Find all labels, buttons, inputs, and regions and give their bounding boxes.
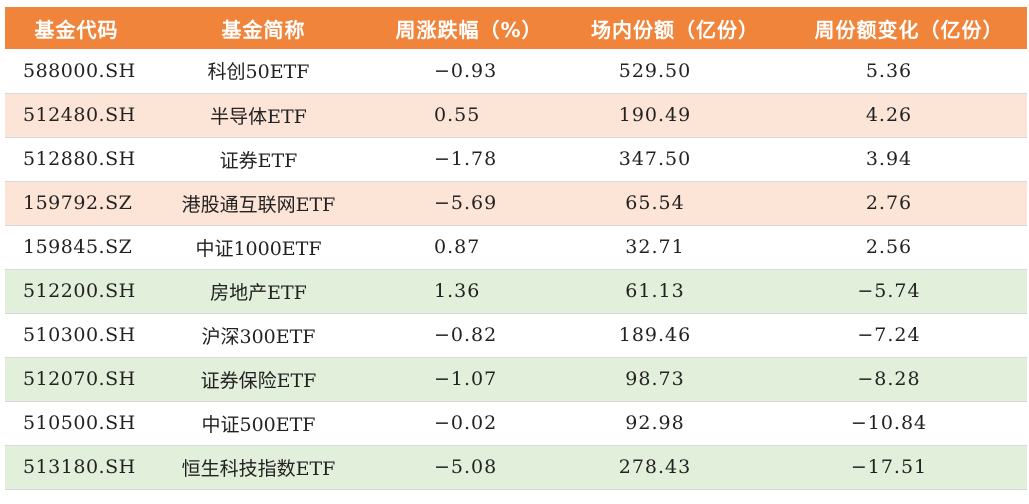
cell-shares: 92.98: [625, 412, 685, 434]
header-share-change: 周份额变化（亿份）: [814, 17, 1004, 42]
cell-weekly-change: −1.78: [434, 148, 498, 170]
cell-share-change: −7.24: [857, 324, 921, 346]
cell-shares: 65.54: [625, 192, 685, 214]
header-row: 基金代码 基金简称 周涨跌幅（%） 场内份额（亿份） 周份额变化（亿份）: [5, 7, 1027, 49]
cell-share-change: −10.84: [850, 412, 928, 434]
cell-code: 512880.SH: [23, 148, 136, 170]
cell-weekly-change: 0.55: [434, 104, 481, 126]
cell-code: 159845.SZ: [23, 236, 133, 258]
cell-name: 证券保险ETF: [200, 369, 317, 392]
table-header: 基金代码 基金简称 周涨跌幅（%） 场内份额（亿份） 周份额变化（亿份）: [5, 7, 1027, 49]
cell-weekly-change: 1.36: [434, 280, 481, 302]
table-row: 510300.SH 沪深300ETF −0.82 189.46 −7.24: [5, 313, 1027, 357]
table-row: 510500.SH 中证500ETF −0.02 92.98 −10.84: [5, 401, 1027, 445]
cell-share-change: 2.56: [865, 236, 913, 258]
cell-shares: 529.50: [618, 59, 692, 82]
header-shares: 场内份额（亿份）: [591, 17, 759, 42]
cell-code: 512070.SH: [23, 368, 136, 390]
header-code: 基金代码: [34, 17, 119, 42]
cell-share-change: 4.26: [865, 104, 913, 126]
table-body: 588000.SH 科创50ETF −0.93 529.50 5.36 5124…: [5, 49, 1027, 489]
header-name: 基金简称: [221, 17, 306, 42]
cell-code: 512480.SH: [23, 104, 136, 126]
cell-name: 沪深300ETF: [201, 325, 316, 348]
cell-code: 513180.SH: [23, 456, 136, 478]
cell-name: 中证1000ETF: [195, 237, 322, 260]
cell-weekly-change: −5.08: [434, 456, 498, 478]
cell-name: 科创50ETF: [207, 61, 310, 84]
cell-weekly-change: −0.93: [434, 59, 498, 82]
cell-share-change: −8.28: [857, 368, 921, 390]
table-row: 512480.SH 半导体ETF 0.55 190.49 4.26: [5, 93, 1027, 137]
cell-weekly-change: −0.02: [434, 412, 498, 434]
cell-shares: 32.71: [625, 236, 685, 258]
cell-weekly-change: −1.07: [434, 368, 498, 390]
table-row: 512880.SH 证券ETF −1.78 347.50 3.94: [5, 137, 1027, 181]
cell-shares: 190.49: [618, 104, 692, 126]
cell-code: 159792.SZ: [23, 192, 133, 214]
cell-shares: 61.13: [625, 280, 685, 302]
etf-share-table: 基金代码 基金简称 周涨跌幅（%） 场内份额（亿份） 周份额变化（亿份） 588…: [5, 7, 1027, 490]
cell-share-change: 5.36: [865, 59, 913, 82]
cell-shares: 347.50: [618, 148, 692, 170]
table-row: 588000.SH 科创50ETF −0.93 529.50 5.36: [5, 49, 1027, 93]
cell-code: 510300.SH: [23, 324, 136, 346]
cell-name: 半导体ETF: [210, 105, 307, 128]
cell-shares: 98.73: [625, 368, 685, 390]
cell-code: 510500.SH: [23, 412, 136, 434]
cell-code: 512200.SH: [23, 280, 136, 302]
cell-name: 中证500ETF: [201, 413, 316, 436]
table-row: 513180.SH 恒生科技指数ETF −5.08 278.43 −17.51: [5, 445, 1027, 489]
table-row: 159845.SZ 中证1000ETF 0.87 32.71 2.56: [5, 225, 1027, 269]
cell-share-change: −5.74: [857, 280, 921, 302]
cell-share-change: −17.51: [850, 456, 928, 478]
table-row: 159792.SZ 港股通互联网ETF −5.69 65.54 2.76: [5, 181, 1027, 225]
cell-name: 港股通互联网ETF: [181, 193, 336, 216]
cell-share-change: 2.76: [865, 192, 913, 214]
cell-weekly-change: −5.69: [434, 192, 498, 214]
etf-share-table-container: 基金代码 基金简称 周涨跌幅（%） 场内份额（亿份） 周份额变化（亿份） 588…: [5, 7, 1027, 490]
cell-name: 恒生科技指数ETF: [181, 457, 336, 480]
table-row: 512070.SH 证券保险ETF −1.07 98.73 −8.28: [5, 357, 1027, 401]
cell-shares: 189.46: [618, 324, 692, 346]
cell-name: 证券ETF: [219, 149, 298, 172]
cell-name: 房地产ETF: [210, 281, 307, 304]
cell-share-change: 3.94: [865, 148, 913, 170]
cell-weekly-change: −0.82: [434, 324, 498, 346]
cell-weekly-change: 0.87: [434, 236, 481, 258]
table-row: 512200.SH 房地产ETF 1.36 61.13 −5.74: [5, 269, 1027, 313]
header-weekly-change: 周涨跌幅（%）: [395, 17, 543, 42]
cell-shares: 278.43: [618, 456, 692, 478]
cell-code: 588000.SH: [23, 59, 136, 82]
